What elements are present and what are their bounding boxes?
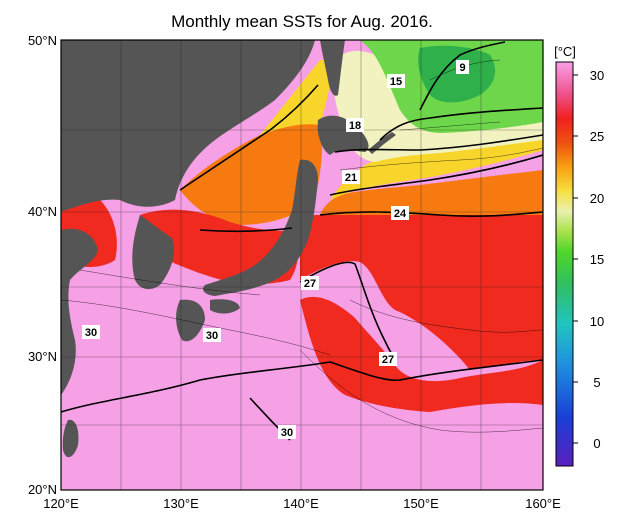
colorbar-tick-5: 5 <box>593 375 600 390</box>
svg-text:30: 30 <box>85 327 97 339</box>
map-frame <box>60 39 544 491</box>
svg-text:27: 27 <box>382 354 394 366</box>
isotherm-label-21: 21 <box>342 170 360 184</box>
land-korean-peninsula <box>132 215 175 290</box>
x-tick-130e: 130°E <box>163 496 199 511</box>
x-tick-150e: 150°E <box>403 496 439 511</box>
map-title: Monthly mean SSTs for Aug. 2016. <box>171 12 433 31</box>
isotherm-lines <box>61 41 543 441</box>
x-tick-160e: 160°E <box>525 496 561 511</box>
graticule <box>61 40 543 490</box>
y-tick-50n: 50°N <box>28 33 57 48</box>
land-kuril-islands <box>368 132 396 154</box>
land-hokkaido <box>317 115 369 155</box>
svg-text:24: 24 <box>394 208 407 220</box>
isotherm-label-30-south: 30 <box>278 425 296 439</box>
y-tick-40n: 40°N <box>28 204 57 219</box>
svg-text:9: 9 <box>459 62 465 74</box>
svg-text:30: 30 <box>281 427 293 439</box>
land-honshu <box>203 159 318 296</box>
isotherm-label-27-south: 27 <box>379 352 397 366</box>
colorbar: [°C] 30 25 20 15 10 5 0 <box>554 44 604 467</box>
x-axis-labels: 120°E 130°E 140°E 150°E 160°E <box>43 496 561 511</box>
isotherm-label-9: 9 <box>456 60 469 74</box>
land-asia-mainland <box>61 40 315 212</box>
map-plot-area <box>61 40 543 490</box>
colorbar-tick-25: 25 <box>590 129 604 144</box>
colorbar-tick-0: 0 <box>593 436 600 451</box>
svg-text:15: 15 <box>390 76 402 88</box>
sst-band-orange <box>320 170 543 215</box>
isotherm-label-18: 18 <box>346 118 364 132</box>
sst-band-darkgreen <box>418 45 496 103</box>
sst-sea-of-japan-orange <box>180 123 323 225</box>
colorbar-unit: [°C] <box>554 44 576 59</box>
colorbar-gradient <box>555 61 574 467</box>
sst-sea-of-japan-yellow <box>260 60 335 135</box>
sst-band-yellow <box>330 135 543 200</box>
colorbar-tick-20: 20 <box>590 191 604 206</box>
colorbar-tick-30: 30 <box>590 68 604 83</box>
y-axis-labels: 50°N 40°N 30°N 20°N <box>28 33 57 497</box>
y-tick-30n: 30°N <box>28 349 57 364</box>
svg-text:30: 30 <box>206 330 218 342</box>
isotherm-label-15: 15 <box>387 74 405 88</box>
isotherm-thin-lines <box>61 59 543 433</box>
svg-text:21: 21 <box>345 172 357 184</box>
colorbar-tick-10: 10 <box>590 314 604 329</box>
isotherm-label-30-west: 30 <box>82 325 100 339</box>
land-sakhalin <box>320 40 345 96</box>
y-tick-20n: 20°N <box>28 482 57 497</box>
isotherm-label-30-center: 30 <box>203 328 221 342</box>
isotherm-label-27-north: 27 <box>301 276 319 290</box>
land-kyushu <box>176 299 205 342</box>
x-tick-120e: 120°E <box>43 496 79 511</box>
svg-text:27: 27 <box>304 278 316 290</box>
isotherm-label-24: 24 <box>391 206 409 220</box>
land-china-coast <box>61 228 98 395</box>
land-shikoku <box>210 299 240 314</box>
svg-text:18: 18 <box>349 120 361 132</box>
colorbar-tick-15: 15 <box>590 252 604 267</box>
x-tick-140e: 140°E <box>283 496 319 511</box>
land-taiwan <box>62 419 79 458</box>
